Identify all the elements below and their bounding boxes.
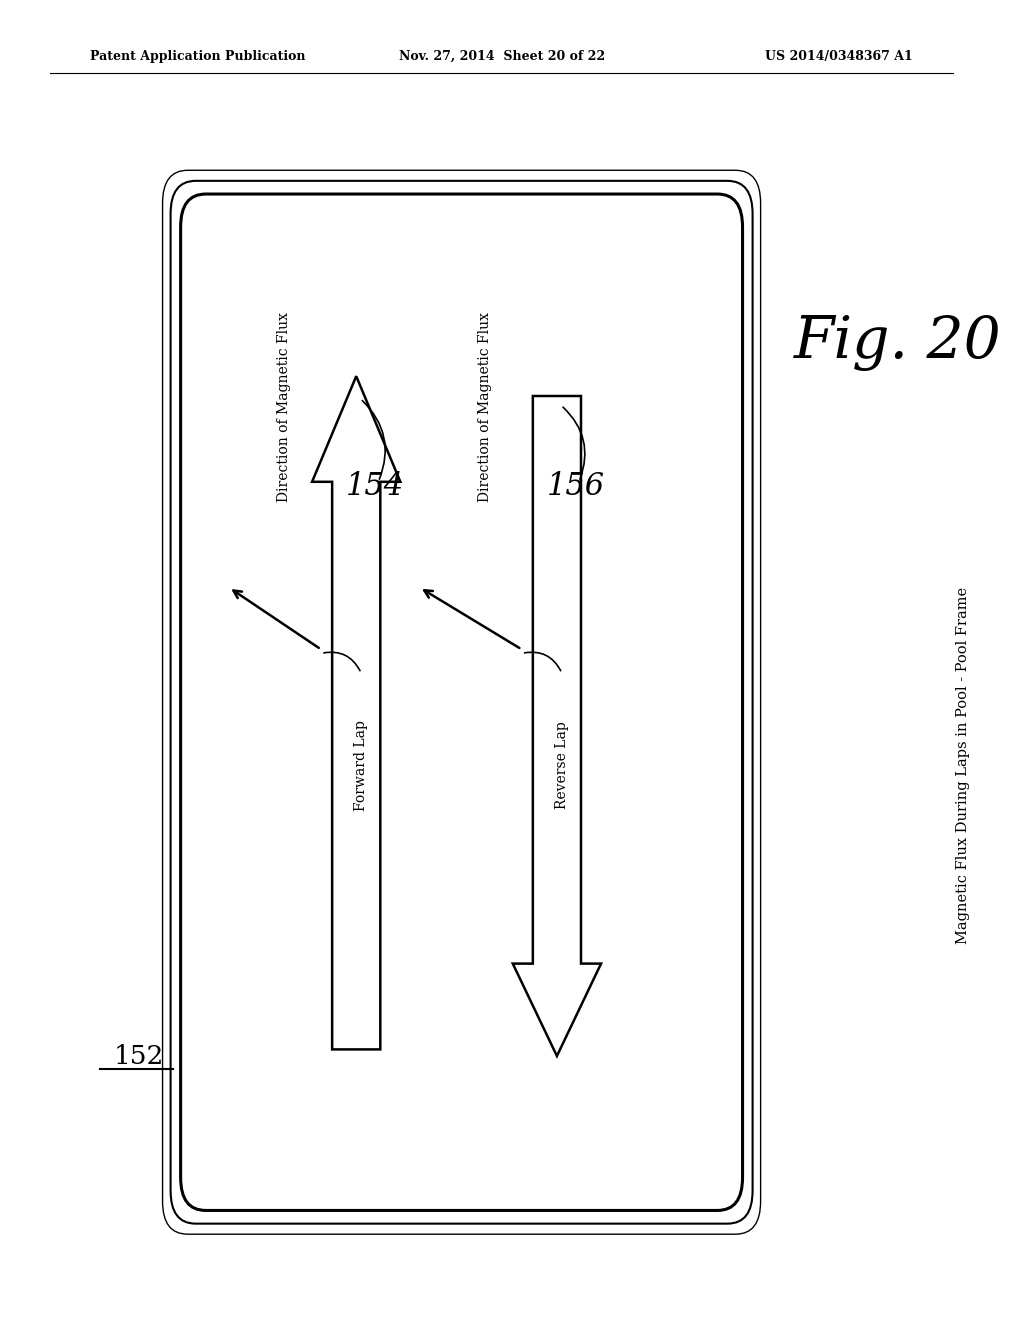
Text: US 2014/0348367 A1: US 2014/0348367 A1 xyxy=(765,50,913,63)
Text: 154: 154 xyxy=(346,471,404,502)
Polygon shape xyxy=(312,376,400,1049)
Text: Patent Application Publication: Patent Application Publication xyxy=(90,50,306,63)
Text: 156: 156 xyxy=(547,471,605,502)
Text: Forward Lap: Forward Lap xyxy=(354,721,369,810)
Polygon shape xyxy=(513,396,601,1056)
Text: Direction of Magnetic Flux: Direction of Magnetic Flux xyxy=(477,312,492,502)
Text: 152: 152 xyxy=(114,1044,164,1068)
Text: Nov. 27, 2014  Sheet 20 of 22: Nov. 27, 2014 Sheet 20 of 22 xyxy=(398,50,605,63)
Text: Fig. 20: Fig. 20 xyxy=(795,315,1001,371)
Text: Reverse Lap: Reverse Lap xyxy=(555,722,569,809)
Text: Direction of Magnetic Flux: Direction of Magnetic Flux xyxy=(276,312,291,502)
Text: Magnetic Flux During Laps in Pool - Pool Frame: Magnetic Flux During Laps in Pool - Pool… xyxy=(956,587,971,944)
